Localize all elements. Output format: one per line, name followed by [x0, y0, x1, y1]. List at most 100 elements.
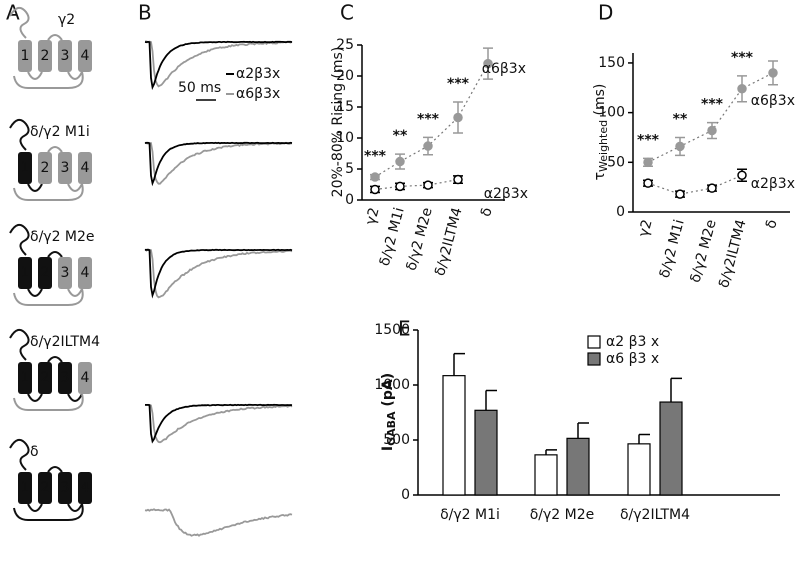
tm-label: 3: [61, 265, 70, 281]
tm-label: 4: [81, 480, 90, 496]
n-terminus: [10, 440, 29, 470]
panel-label: C: [340, 1, 354, 25]
legend-swatch: [588, 353, 600, 365]
x-tick-label: γ2: [636, 218, 656, 239]
label-sub: GABA: [385, 411, 398, 446]
loop: [68, 289, 82, 296]
current-trace: [145, 509, 292, 535]
tm-label: 1: [21, 48, 30, 64]
data-point: [676, 142, 684, 150]
legend-swatch: [588, 336, 600, 348]
loop: [48, 467, 62, 472]
error-bar: [486, 391, 497, 411]
n-terminus: [10, 330, 29, 360]
panel-label: D: [598, 1, 613, 25]
x-tick-label: δ: [478, 206, 496, 218]
bar: [535, 455, 557, 495]
construct-label: δ/γ2 M2e: [30, 229, 95, 245]
significance: ***: [417, 111, 440, 127]
series-line: [648, 73, 773, 162]
series-line: [648, 175, 742, 194]
label-main: τ: [592, 172, 608, 180]
tm-label: 4: [81, 265, 90, 281]
bar: [567, 438, 589, 495]
data-point: [738, 85, 746, 93]
series-line: [375, 180, 458, 190]
label-unit: (ms): [592, 84, 608, 120]
current-trace: [145, 250, 292, 295]
x-tick-label: δ/γ2 M1i: [657, 218, 688, 280]
tm-label: 2: [41, 265, 50, 281]
y-axis-label: τWeighted (ms): [592, 84, 610, 181]
loop: [48, 147, 62, 152]
tm-label: 2: [41, 370, 50, 386]
series-label: α2β3x: [751, 176, 795, 192]
bar: [628, 444, 650, 495]
legend-label: α6β3x: [236, 86, 280, 102]
data-point: [396, 182, 404, 190]
x-tick-label: δ/γ2ILTM4: [620, 507, 690, 523]
data-point: [424, 142, 432, 150]
data-point: [424, 181, 432, 189]
x-tick-label: δ/γ2ILTM4: [716, 218, 750, 290]
tm-label: 4: [81, 48, 90, 64]
loop: [48, 357, 62, 362]
n-terminus: [10, 120, 29, 150]
legend-label: α2β3x: [236, 66, 280, 82]
current-trace: [145, 249, 292, 297]
tm-label: 1: [21, 480, 30, 496]
tm-label: 3: [61, 160, 70, 176]
y-tick-label: 150: [598, 55, 625, 71]
x-tick-label: δ/γ2 M1i: [440, 507, 500, 523]
series-label: α2β3x: [484, 186, 528, 202]
series-label: α6β3x: [751, 93, 795, 109]
x-tick-label: δ/γ2 M1i: [377, 206, 408, 268]
loop: [68, 184, 82, 191]
data-point: [769, 69, 777, 77]
loop: [48, 252, 62, 257]
loop: [68, 72, 82, 79]
tm-label: 2: [41, 160, 50, 176]
bar: [660, 402, 682, 495]
tm-label: 1: [21, 265, 30, 281]
loop: [68, 394, 82, 401]
y-tick-label: 0: [616, 204, 625, 220]
x-tick-label: δ/γ2ILTM4: [432, 206, 466, 278]
data-point: [644, 158, 652, 166]
y-tick-label: 0: [401, 487, 410, 503]
tm-label: 3: [61, 48, 70, 64]
legend-label: α2 β3 x: [606, 334, 659, 350]
bar: [443, 376, 465, 495]
data-point: [738, 171, 746, 179]
data-point: [644, 179, 652, 187]
x-tick-label: δ/γ2 M2e: [404, 206, 436, 272]
error-bar: [454, 354, 465, 376]
loop: [28, 289, 42, 296]
y-tick-label: 5: [345, 161, 354, 177]
construct-label: δ/γ2 M1i: [30, 124, 90, 140]
significance: ***: [364, 149, 387, 165]
tm-label: 3: [61, 370, 70, 386]
error-bar: [546, 450, 557, 455]
construct-label: γ2: [58, 12, 75, 28]
significance: ***: [637, 132, 660, 148]
loop: [48, 35, 62, 40]
label-unit: (pA): [380, 373, 396, 412]
tm-label: 1: [21, 160, 30, 176]
data-point: [676, 190, 684, 198]
tm-label: 3: [61, 480, 70, 496]
error-bar: [578, 423, 589, 438]
current-trace: [145, 405, 292, 442]
n-terminus: [10, 225, 29, 255]
construct-label: δ/γ2ILTM4: [30, 334, 100, 350]
c-loop: [14, 184, 83, 200]
data-point: [396, 158, 404, 166]
current-trace: [145, 143, 292, 184]
loop: [28, 184, 42, 191]
x-tick-label: δ: [763, 218, 781, 230]
tm-label: 2: [41, 48, 50, 64]
loop: [28, 72, 42, 79]
data-point: [371, 185, 379, 193]
x-tick-label: δ/γ2 M2e: [688, 218, 720, 284]
